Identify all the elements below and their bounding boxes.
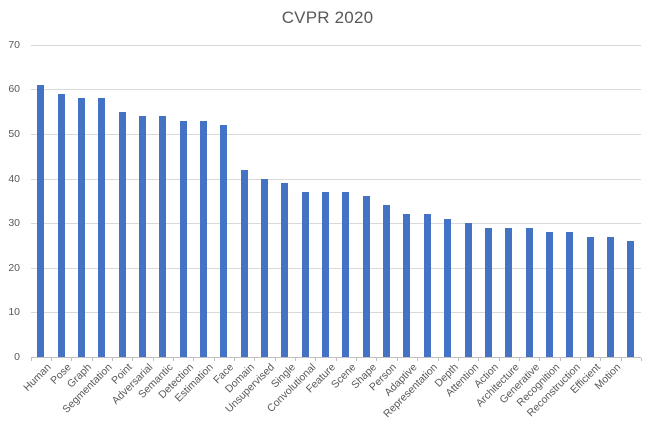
x-axis-tick (376, 358, 378, 361)
bar (159, 116, 167, 357)
bar (525, 227, 533, 357)
bar (403, 214, 411, 357)
bar (322, 191, 330, 357)
x-axis-tick (213, 358, 215, 361)
bar (423, 214, 431, 357)
x-axis-tick (620, 358, 622, 361)
bar (464, 223, 472, 357)
y-gridline (30, 134, 641, 135)
y-tick-label: 0 (14, 351, 20, 363)
bar (342, 191, 350, 357)
bar (240, 169, 248, 357)
y-tick-label: 30 (8, 217, 20, 230)
y-tick-label: 70 (8, 38, 20, 51)
x-axis-tick (437, 358, 439, 361)
bar (261, 178, 269, 357)
chart-title: CVPR 2020 (281, 8, 374, 27)
bar (362, 196, 370, 357)
bar (37, 84, 45, 357)
bar (383, 205, 391, 357)
x-axis-tick (315, 358, 317, 361)
y-gridline (30, 44, 641, 46)
x-axis-tick (539, 358, 541, 361)
x-axis-tick (172, 358, 174, 361)
y-gridline (30, 178, 641, 180)
bar (627, 241, 635, 357)
x-axis-tick (111, 358, 113, 361)
x-axis-tick (132, 358, 134, 361)
bar (118, 111, 126, 357)
bar (138, 116, 146, 357)
x-axis-tick (641, 358, 642, 361)
bar (545, 232, 553, 357)
bar (179, 120, 187, 357)
bar (77, 98, 85, 357)
y-tick-label: 40 (8, 172, 20, 185)
x-axis-tick (559, 358, 561, 361)
bar (606, 236, 614, 357)
bar (281, 183, 289, 357)
x-axis-tick (295, 358, 297, 361)
bar (301, 191, 309, 357)
bar (57, 93, 65, 357)
y-tick-label: 60 (8, 83, 20, 96)
x-axis-tick (30, 358, 32, 361)
y-tick-label: 10 (8, 306, 20, 319)
x-axis-tick (91, 358, 93, 361)
y-gridline (30, 223, 641, 225)
x-axis-tick (71, 358, 73, 361)
x-axis-tick (274, 358, 276, 361)
bar (98, 98, 106, 357)
bar (586, 236, 594, 357)
x-axis-tick (396, 358, 398, 361)
x-axis-tick (356, 358, 358, 361)
x-axis-line (30, 357, 641, 358)
y-gridline (30, 89, 641, 91)
x-axis-tick (457, 358, 459, 361)
bar (220, 125, 228, 357)
x-axis-tick (234, 358, 235, 361)
y-gridline (30, 267, 641, 269)
bar (199, 120, 207, 357)
x-axis-tick (518, 358, 520, 361)
x-axis-tick (600, 358, 602, 361)
x-axis-tick (193, 358, 195, 361)
x-axis-tick (152, 358, 154, 361)
y-tick-label: 20 (8, 261, 20, 274)
x-axis-tick (417, 358, 419, 361)
x-axis-tick (498, 358, 500, 361)
bar (444, 218, 452, 357)
x-axis-tick (579, 358, 581, 361)
bar (566, 232, 574, 357)
y-gridline (30, 312, 641, 314)
x-axis-tick (254, 358, 256, 361)
bar (484, 227, 492, 357)
x-axis-tick (478, 358, 480, 361)
x-axis-tick (335, 358, 337, 361)
y-tick-label: 50 (8, 128, 20, 140)
bar (505, 227, 513, 357)
x-axis-tick (50, 358, 52, 361)
